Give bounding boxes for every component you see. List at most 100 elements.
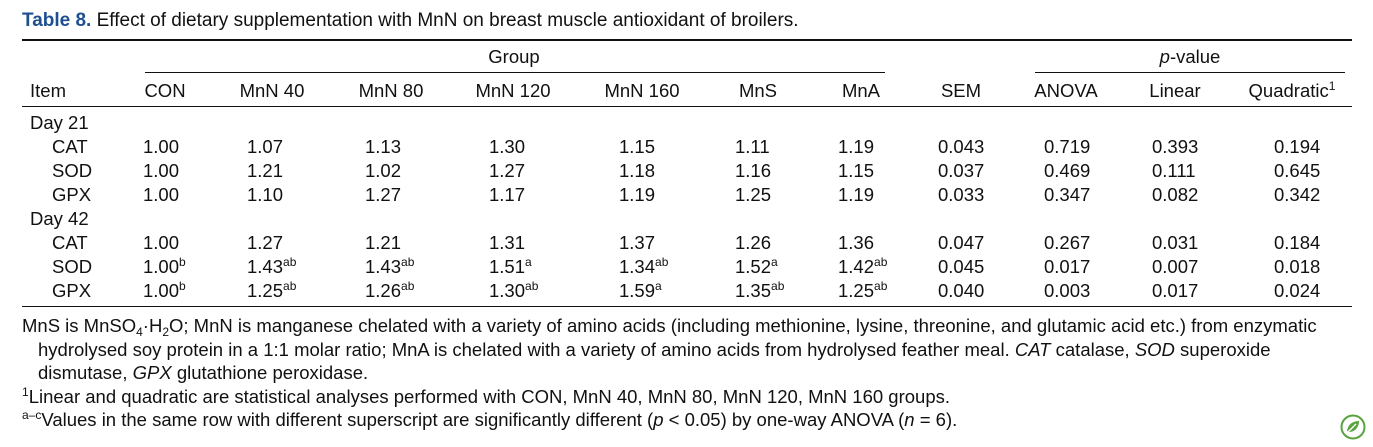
footnote-abbreviations: MnS is MnSO4·H2O; MnN is manganese chela… bbox=[22, 315, 1317, 383]
row-item-label: GPX bbox=[52, 184, 92, 205]
table-cell-quadratic: 0.018 bbox=[1274, 256, 1321, 277]
table-footnotes: MnS is MnSO4·H2O; MnN is manganese chela… bbox=[22, 314, 1352, 432]
table-cell: 1.27 bbox=[365, 184, 402, 205]
row-item-label: CAT bbox=[52, 136, 88, 157]
column-header: MnA bbox=[841, 80, 881, 101]
table-cell-linear: 0.111 bbox=[1152, 160, 1196, 181]
table-cell: 1.34ab bbox=[619, 255, 669, 277]
table-cell: 1.15 bbox=[838, 160, 875, 181]
table-cell: 1.25ab bbox=[838, 279, 888, 301]
table-cell-anova: 0.469 bbox=[1044, 160, 1091, 181]
bottom-rule bbox=[22, 306, 1352, 307]
pvalue-underline bbox=[1035, 72, 1345, 73]
table-cell-anova: 0.347 bbox=[1044, 184, 1091, 205]
table-cell: 1.00b bbox=[143, 279, 186, 301]
table-cell-linear: 0.007 bbox=[1152, 256, 1199, 277]
table-cell: 1.00 bbox=[143, 160, 180, 181]
table-cell: 1.00b bbox=[143, 255, 186, 277]
table-cell: 1.16 bbox=[735, 160, 772, 181]
table-cell: 1.43ab bbox=[247, 255, 297, 277]
table-cell: 1.19 bbox=[619, 184, 656, 205]
group-underline bbox=[145, 72, 885, 73]
table-cell: 1.27 bbox=[489, 160, 526, 181]
header-rule bbox=[22, 106, 1352, 107]
table-cell-linear: 0.393 bbox=[1152, 136, 1199, 157]
table-cell-sem: 0.037 bbox=[938, 160, 985, 181]
table-cell: 1.30 bbox=[489, 136, 526, 157]
table-cell: 1.17 bbox=[489, 184, 526, 205]
section-label: Day 21 bbox=[30, 112, 89, 133]
leaf-badge-icon[interactable] bbox=[1340, 414, 1366, 440]
table-cell: 1.02 bbox=[365, 160, 402, 181]
table-cell: 1.18 bbox=[619, 160, 656, 181]
column-header: Quadratic1 bbox=[1248, 79, 1336, 101]
column-header: MnS bbox=[738, 80, 778, 101]
table-caption: Table 8. Effect of dietary supplementati… bbox=[22, 10, 799, 32]
table-cell-linear: 0.082 bbox=[1152, 184, 1199, 205]
column-header: CON bbox=[144, 80, 186, 101]
table-cell: 1.37 bbox=[619, 232, 656, 253]
table-cell: 1.19 bbox=[838, 184, 875, 205]
table-cell: 1.10 bbox=[247, 184, 284, 205]
column-header: MnN 80 bbox=[358, 80, 424, 101]
column-header: Linear bbox=[1149, 80, 1201, 101]
table-cell: 1.51a bbox=[489, 255, 532, 277]
group-header: Group bbox=[488, 46, 540, 67]
table-cell: 1.15 bbox=[619, 136, 656, 157]
row-item-label: GPX bbox=[52, 280, 92, 301]
table-cell: 1.43ab bbox=[365, 255, 415, 277]
table-cell-quadratic: 0.645 bbox=[1274, 160, 1321, 181]
table-cell: 1.30ab bbox=[489, 279, 539, 301]
table-title: Effect of dietary supplementation with M… bbox=[96, 10, 799, 31]
table-cell: 1.35ab bbox=[735, 279, 785, 301]
table-cell-quadratic: 0.194 bbox=[1274, 136, 1321, 157]
table-cell-anova: 0.719 bbox=[1044, 136, 1091, 157]
table-cell: 1.11 bbox=[735, 136, 770, 157]
table-cell: 1.27 bbox=[247, 232, 284, 253]
table-cell-anova: 0.017 bbox=[1044, 256, 1091, 277]
table-cell: 1.31 bbox=[489, 232, 526, 253]
table-cell: 1.21 bbox=[247, 160, 284, 181]
table-cell: 1.19 bbox=[838, 136, 875, 157]
table-cell-quadratic: 0.342 bbox=[1274, 184, 1321, 205]
table-cell-quadratic: 0.184 bbox=[1274, 232, 1321, 253]
row-item-label: CAT bbox=[52, 232, 88, 253]
table-cell: 1.00 bbox=[143, 136, 180, 157]
table-cell-anova: 0.003 bbox=[1044, 280, 1091, 301]
table-cell: 1.25 bbox=[735, 184, 772, 205]
table-cell-sem: 0.040 bbox=[938, 280, 985, 301]
column-header: MnN 120 bbox=[475, 80, 551, 101]
table-cell: 1.26 bbox=[735, 232, 772, 253]
table-cell-sem: 0.047 bbox=[938, 232, 985, 253]
column-header: MnN 160 bbox=[604, 80, 680, 101]
table-cell: 1.07 bbox=[247, 136, 284, 157]
column-header: SEM bbox=[940, 80, 982, 101]
table-cell-quadratic: 0.024 bbox=[1274, 280, 1321, 301]
table-cell: 1.36 bbox=[838, 232, 875, 253]
table-cell-anova: 0.267 bbox=[1044, 232, 1091, 253]
table-cell: 1.25ab bbox=[247, 279, 297, 301]
table-cell: 1.00 bbox=[143, 232, 180, 253]
footnote-superscripts: a–cValues in the same row with different… bbox=[22, 408, 958, 430]
table-cell-sem: 0.033 bbox=[938, 184, 985, 205]
section-label: Day 42 bbox=[30, 208, 89, 229]
table-cell: 1.52a bbox=[735, 255, 778, 277]
column-header: ANOVA bbox=[1034, 80, 1098, 101]
table-cell: 1.13 bbox=[365, 136, 402, 157]
table-cell: 1.26ab bbox=[365, 279, 415, 301]
column-header: MnN 40 bbox=[239, 80, 305, 101]
footnote-1: 1Linear and quadratic are statistical an… bbox=[22, 384, 951, 407]
row-item-label: SOD bbox=[52, 160, 93, 181]
pvalue-header: p-value bbox=[1159, 46, 1221, 67]
table-cell-sem: 0.043 bbox=[938, 136, 985, 157]
table-cell: 1.00 bbox=[143, 184, 180, 205]
table-label: Table 8. bbox=[22, 10, 92, 31]
table-cell: 1.59a bbox=[619, 279, 662, 301]
table-cell-sem: 0.045 bbox=[938, 256, 985, 277]
top-rule bbox=[22, 39, 1352, 41]
table-cell: 1.21 bbox=[365, 232, 402, 253]
table-cell: 1.42ab bbox=[838, 255, 888, 277]
table-cell-linear: 0.017 bbox=[1152, 280, 1199, 301]
row-item-label: SOD bbox=[52, 256, 93, 277]
